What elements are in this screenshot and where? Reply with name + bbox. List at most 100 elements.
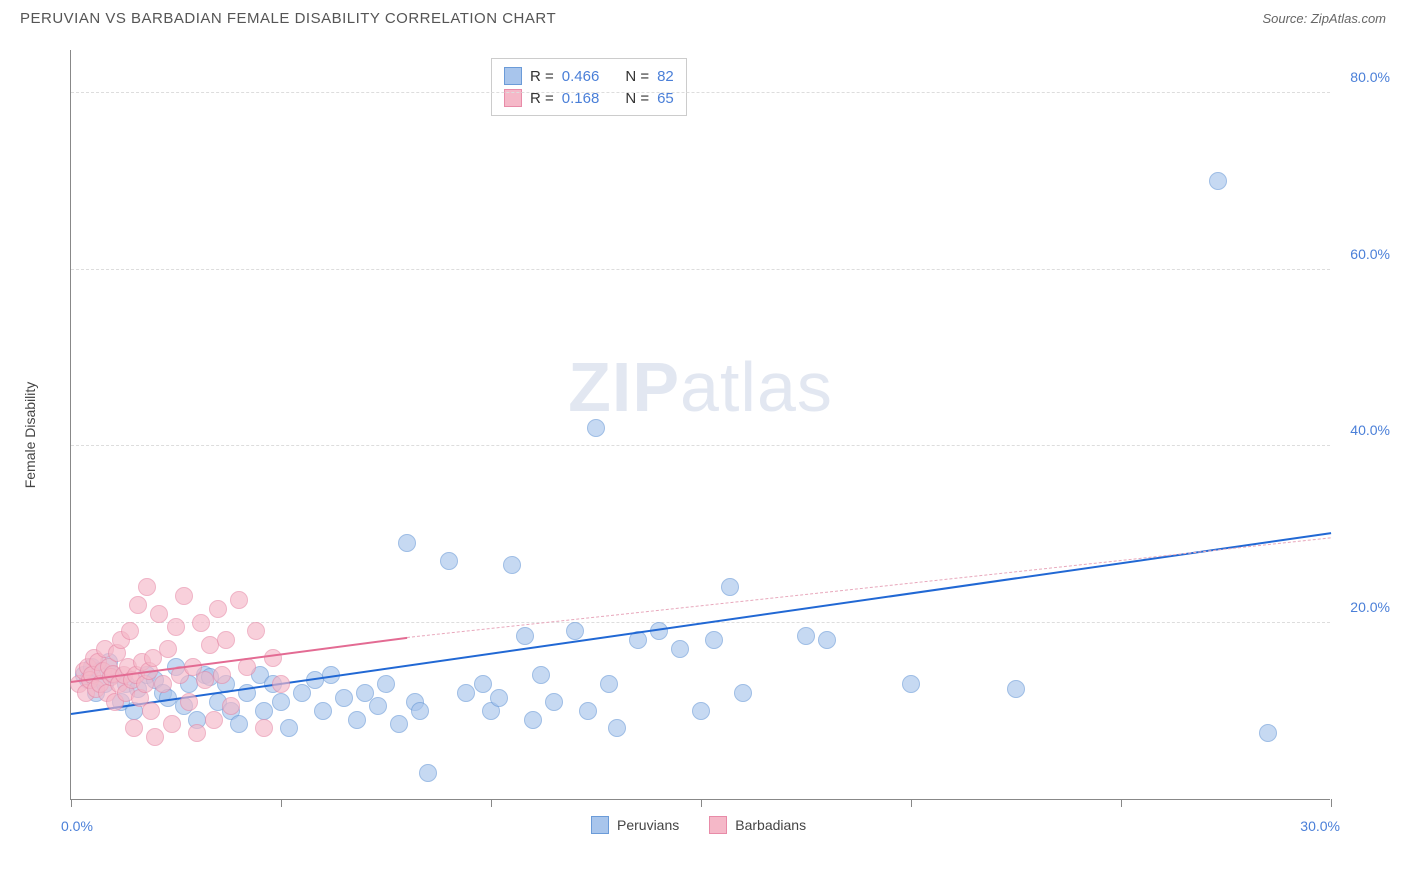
chart-title: PERUVIAN VS BARBADIAN FEMALE DISABILITY … <box>20 10 556 27</box>
data-point <box>230 715 248 733</box>
gridline <box>71 269 1330 270</box>
legend-r-label: R = <box>530 68 554 85</box>
data-point <box>587 419 605 437</box>
chart-header: PERUVIAN VS BARBADIAN FEMALE DISABILITY … <box>0 0 1406 27</box>
data-point <box>196 671 214 689</box>
legend-row: R = 0.466 N = 82 <box>504 65 674 87</box>
legend-series-label: Barbadians <box>735 817 806 833</box>
data-point <box>255 719 273 737</box>
data-point <box>209 600 227 618</box>
legend-series: Peruvians Barbadians <box>591 816 806 834</box>
data-point <box>734 684 752 702</box>
x-tick <box>1331 799 1332 807</box>
data-point <box>348 711 366 729</box>
chart-source: Source: ZipAtlas.com <box>1262 11 1386 26</box>
data-point <box>138 578 156 596</box>
data-point <box>146 728 164 746</box>
legend-n-label: N = <box>625 68 649 85</box>
legend-correlation: R = 0.466 N = 82 R = 0.168N =65 <box>491 58 687 116</box>
y-tick-label: 40.0% <box>1335 422 1390 438</box>
data-point <box>797 627 815 645</box>
data-point <box>335 689 353 707</box>
data-point <box>264 649 282 667</box>
data-point <box>272 693 290 711</box>
data-point <box>503 556 521 574</box>
data-point <box>159 640 177 658</box>
data-point <box>818 631 836 649</box>
legend-r-value: 0.466 <box>562 68 600 85</box>
x-tick <box>491 799 492 807</box>
data-point <box>180 693 198 711</box>
data-point <box>247 622 265 640</box>
data-point <box>280 719 298 737</box>
data-point <box>608 719 626 737</box>
y-tick-label: 60.0% <box>1335 246 1390 262</box>
legend-swatch <box>709 816 727 834</box>
data-point <box>205 711 223 729</box>
y-tick-label: 20.0% <box>1335 599 1390 615</box>
y-axis-label: Female Disability <box>22 382 38 489</box>
data-point <box>377 675 395 693</box>
data-point <box>230 591 248 609</box>
data-point <box>566 622 584 640</box>
watermark: ZIPatlas <box>568 347 833 427</box>
data-point <box>201 636 219 654</box>
x-tick <box>71 799 72 807</box>
data-point <box>490 689 508 707</box>
data-point <box>255 702 273 720</box>
gridline <box>71 445 1330 446</box>
data-point <box>398 534 416 552</box>
legend-swatch <box>504 67 522 85</box>
legend-row: R = 0.168N =65 <box>504 87 674 109</box>
data-point <box>902 675 920 693</box>
x-tick <box>911 799 912 807</box>
data-point <box>213 666 231 684</box>
data-point <box>154 675 172 693</box>
chart-container: Female Disability ZIPatlas R =0.466N =82… <box>50 50 1380 820</box>
data-point <box>516 627 534 645</box>
data-point <box>163 715 181 733</box>
data-point <box>390 715 408 733</box>
data-point <box>1259 724 1277 742</box>
data-point <box>272 675 290 693</box>
data-point <box>545 693 563 711</box>
data-point <box>314 702 332 720</box>
data-point <box>524 711 542 729</box>
x-tick <box>701 799 702 807</box>
data-point <box>671 640 689 658</box>
data-point <box>721 578 739 596</box>
data-point <box>129 596 147 614</box>
data-point <box>188 724 206 742</box>
x-max-label: 30.0% <box>1300 818 1340 834</box>
data-point <box>457 684 475 702</box>
data-point <box>192 614 210 632</box>
legend-series-label: Peruvians <box>617 817 679 833</box>
data-point <box>600 675 618 693</box>
data-point <box>150 605 168 623</box>
data-point <box>579 702 597 720</box>
trend-line <box>407 538 1331 639</box>
plot-area: ZIPatlas R =0.466N =82R = 0.168N =65 Per… <box>70 50 1330 800</box>
legend-series-item: Barbadians <box>709 816 806 834</box>
data-point <box>125 719 143 737</box>
data-point <box>1209 172 1227 190</box>
data-point <box>474 675 492 693</box>
data-point <box>411 702 429 720</box>
gridline <box>71 92 1330 93</box>
legend-n-value: 82 <box>657 68 674 85</box>
data-point <box>705 631 723 649</box>
x-min-label: 0.0% <box>61 818 93 834</box>
x-tick <box>281 799 282 807</box>
data-point <box>532 666 550 684</box>
data-point <box>419 764 437 782</box>
data-point <box>369 697 387 715</box>
data-point <box>175 587 193 605</box>
legend-swatch <box>591 816 609 834</box>
legend-series-item: Peruvians <box>591 816 679 834</box>
data-point <box>167 618 185 636</box>
data-point <box>692 702 710 720</box>
data-point <box>1007 680 1025 698</box>
data-point <box>142 702 160 720</box>
x-tick <box>1121 799 1122 807</box>
data-point <box>217 631 235 649</box>
